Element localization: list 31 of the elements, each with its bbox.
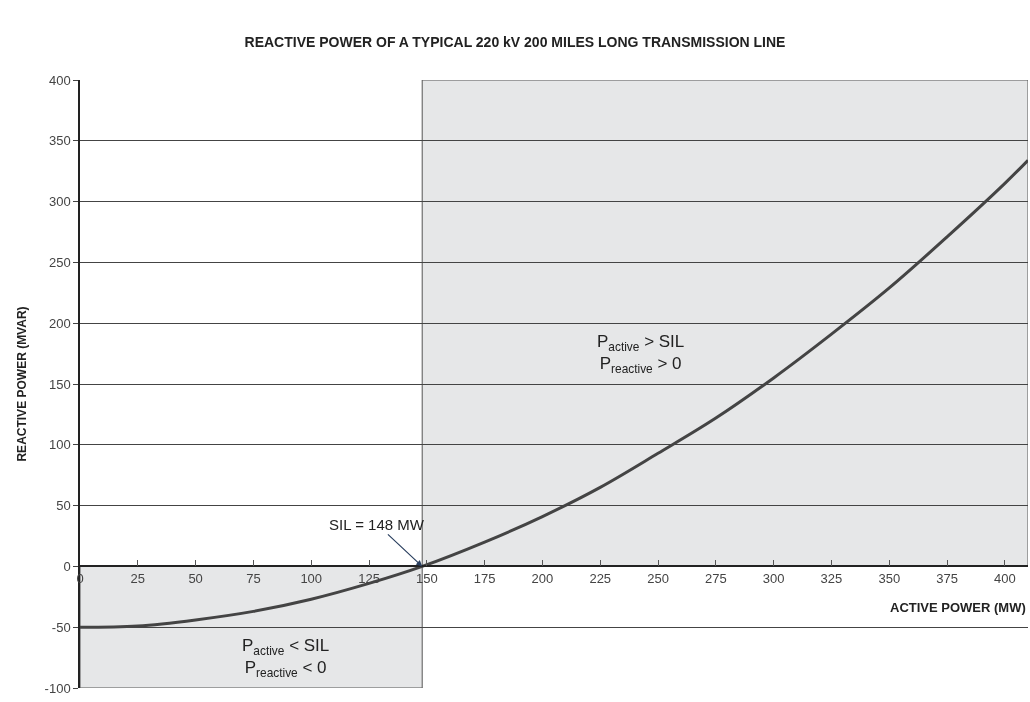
text: P$_{active}$ > SIL P$_{reactive}$ > 0 <box>597 332 685 376</box>
y-tick-label: 350 <box>48 133 71 149</box>
text: P$_{active}$ < SIL P$_{reactive}$ < 0 <box>242 636 330 680</box>
x-tick-label: 100 <box>300 570 323 586</box>
y-tick-label: 150 <box>48 376 71 392</box>
x-tick-label: 75 <box>246 570 261 586</box>
x-tick-label: 375 <box>936 570 958 586</box>
y-tick-label: 50 <box>56 498 71 514</box>
y-tick-label: 250 <box>48 254 71 270</box>
y-tick-label: 200 <box>48 315 71 331</box>
x-tick-label: 325 <box>820 570 843 586</box>
y-tick-label: -50 <box>51 619 71 635</box>
x-tick-label: 400 <box>994 570 1016 586</box>
x-tick-label: 275 <box>705 570 727 586</box>
x-tick-label: 250 <box>647 570 669 586</box>
x-tick-label: 50 <box>188 570 203 586</box>
y-tick-label: 100 <box>48 437 71 453</box>
y-tick-label: -100 <box>44 680 71 696</box>
annotation: SIL = 148 MW <box>329 516 425 533</box>
chart-title: REACTIVE POWER OF A TYPICAL 220 kV 200 MILES LONG TRANSMISSION LINE <box>244 34 786 51</box>
x-tick-label: 300 <box>762 570 785 586</box>
x-tick-label: 25 <box>130 570 146 586</box>
x-tick-label: 225 <box>589 570 612 586</box>
x-axis-title: ACTIVE POWER (MW) <box>890 600 1026 615</box>
x-tick-label: 350 <box>878 570 901 586</box>
y-tick-label: 0 <box>63 558 71 574</box>
x-tick-label: 175 <box>473 570 496 586</box>
y-tick-label: 300 <box>48 194 71 210</box>
y-axis-title: REACTIVE POWER (MVAR) <box>15 306 30 462</box>
x-tick-label: 200 <box>531 570 554 586</box>
y-tick-label: 400 <box>48 72 71 88</box>
